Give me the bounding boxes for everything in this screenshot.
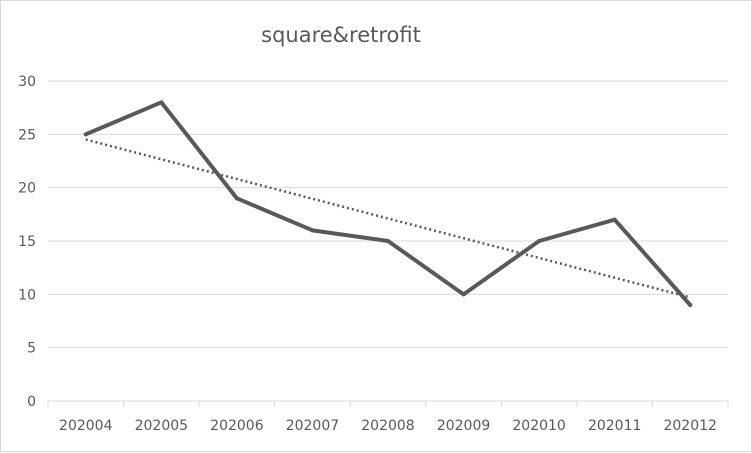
chart-title: square&retrofit [261,23,421,47]
x-tick-label: 202007 [286,418,339,434]
data-point [537,239,542,243]
data-point [310,228,315,233]
y-tick-label: 25 [18,127,36,143]
x-tick-label: 202008 [361,418,414,434]
y-tick-label: 0 [27,394,36,410]
y-tick-label: 30 [18,74,36,90]
x-tick-label: 202012 [663,418,716,434]
x-tick-label: 202006 [210,418,264,434]
y-tick-label: 5 [27,341,36,357]
data-point [386,239,390,243]
data-point [83,132,88,137]
x-tick-label: 202010 [512,418,565,434]
x-tick-label: 202011 [588,418,641,434]
x-tick-label: 202009 [437,418,490,434]
data-point [612,217,617,222]
x-tick-label: 202004 [59,418,113,434]
y-tick-label: 20 [18,181,36,197]
data-point [234,196,239,201]
data-point [159,100,164,105]
data-point [688,303,693,307]
y-tick-label: 15 [18,234,36,250]
x-tick-label: 202005 [135,418,188,434]
data-point [461,292,466,297]
y-tick-label: 10 [18,287,36,303]
trendline [85,138,691,299]
